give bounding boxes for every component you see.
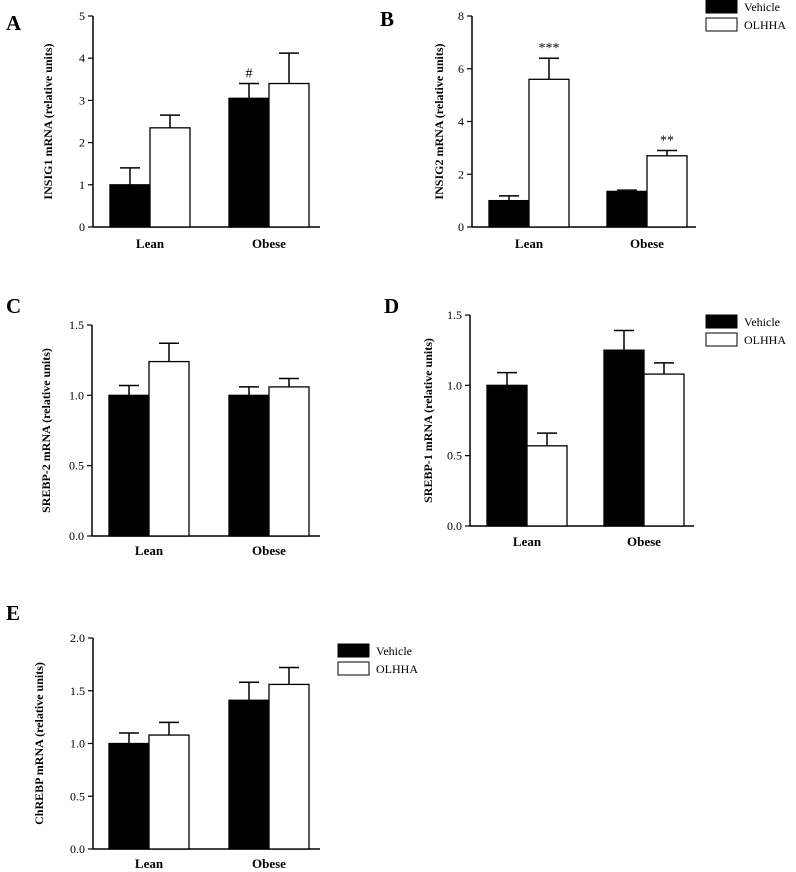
panel-letter: E <box>6 601 20 625</box>
panel-letter: C <box>6 294 21 318</box>
category-label-obese: Obese <box>630 236 664 251</box>
y-tick-label: 0.0 <box>70 842 85 856</box>
y-tick-label: 0.0 <box>69 529 84 543</box>
bar-lean-vehicle <box>488 199 530 228</box>
y-tick-label: 0.5 <box>69 459 84 473</box>
legend-label-vehicle: Vehicle <box>744 315 780 329</box>
bar-lean-olhha <box>148 734 190 850</box>
bar-lean-olhha <box>526 445 568 527</box>
panel-letter: B <box>380 7 394 31</box>
category-label-lean: Lean <box>136 236 165 251</box>
legend-swatch-olhha <box>705 17 738 32</box>
bar-lean-vehicle <box>108 394 150 537</box>
category-label-obese: Obese <box>627 534 661 549</box>
y-tick-label: 1.5 <box>70 684 85 698</box>
bar-obese-olhha <box>268 683 310 850</box>
y-tick-label: 1 <box>79 178 85 192</box>
y-axis-label: SREBP-2 mRNA (relative units) <box>39 348 53 513</box>
bar-obese-vehicle <box>603 349 645 527</box>
panel-letter: D <box>384 294 399 318</box>
legend-swatch-vehicle <box>705 314 738 329</box>
legend-swatch-olhha <box>337 661 370 676</box>
y-tick-label: 1.0 <box>69 388 84 402</box>
bar-obese-vehicle <box>228 394 270 537</box>
y-tick-label: 4 <box>79 51 85 65</box>
legend-label-olhha: OLHHA <box>744 18 786 32</box>
significance-marker: *** <box>539 41 560 56</box>
legend-label-olhha: OLHHA <box>376 662 418 676</box>
significance-marker: # <box>246 67 253 82</box>
legend-swatch-olhha <box>705 332 738 347</box>
category-label-obese: Obese <box>252 856 286 871</box>
y-tick-label: 8 <box>458 9 464 23</box>
bar-lean-olhha <box>149 127 191 228</box>
category-label-lean: Lean <box>135 543 164 558</box>
panel-d: D SREBP-1 mRNA (relative units) 0.0 0.5 1.0 1… <box>384 294 786 549</box>
bar-obese-olhha <box>268 386 310 537</box>
y-axis-label: ChREBP mRNA (relative units) <box>32 662 46 825</box>
bar-lean-olhha <box>148 360 190 537</box>
legend-label-vehicle: Vehicle <box>744 0 780 14</box>
legend-swatch-vehicle <box>705 0 738 14</box>
category-label-obese: Obese <box>252 543 286 558</box>
category-label-lean: Lean <box>135 856 164 871</box>
y-tick-label: 0 <box>458 220 464 234</box>
bar-obese-vehicle <box>228 699 270 850</box>
y-tick-label: 2 <box>79 136 85 150</box>
y-tick-label: 4 <box>458 115 464 129</box>
y-tick-label: 5 <box>79 9 85 23</box>
bar-lean-vehicle <box>486 384 528 527</box>
y-axis-label: SREBP-1 mRNA (relative units) <box>421 338 435 503</box>
y-tick-label: 1.5 <box>447 308 462 322</box>
y-tick-label: 3 <box>79 93 85 107</box>
legend-label-olhha: OLHHA <box>744 333 786 347</box>
panel-e: E ChREBP mRNA (relative units) 0.0 0.5 1.0 1.… <box>6 601 418 871</box>
bar-lean-vehicle <box>108 742 150 850</box>
bar-obese-olhha <box>643 373 685 527</box>
y-tick-label: 0 <box>79 220 85 234</box>
category-label-lean: Lean <box>513 534 542 549</box>
significance-marker: ** <box>660 134 674 149</box>
bar-lean-olhha <box>528 78 570 228</box>
bar-obese-olhha <box>268 82 310 228</box>
y-tick-label: 1.0 <box>447 378 462 392</box>
bar-obese-vehicle <box>228 97 270 228</box>
legend-label-vehicle: Vehicle <box>376 644 412 658</box>
panel-letter: A <box>6 11 22 35</box>
y-tick-label: 0.0 <box>447 519 462 533</box>
legend-swatch-vehicle <box>337 643 370 658</box>
panel-a: A INSIG1 mRNA (relative units) 0 1 2 3 4 5 Lean O… <box>6 9 320 251</box>
category-label-lean: Lean <box>515 236 544 251</box>
bar-lean-vehicle <box>109 184 151 228</box>
y-tick-label: 1.5 <box>69 318 84 332</box>
bar-obese-olhha <box>646 155 688 228</box>
category-label-obese: Obese <box>252 236 286 251</box>
bar-obese-vehicle <box>606 190 648 228</box>
y-axis-label: INSIG2 mRNA (relative units) <box>432 43 446 199</box>
y-tick-label: 1.0 <box>70 737 85 751</box>
y-axis-label: INSIG1 mRNA (relative units) <box>41 43 55 199</box>
y-tick-label: 2.0 <box>70 631 85 645</box>
y-tick-label: 6 <box>458 62 464 76</box>
panel-c: C SREBP-2 mRNA (relative units) 0.0 0.5 1.0 1… <box>6 294 320 558</box>
y-tick-label: 2 <box>458 167 464 181</box>
panel-b: B INSIG2 mRNA (relative units) 0 2 4 6 8 Lean Ob… <box>380 0 786 251</box>
y-tick-label: 0.5 <box>70 789 85 803</box>
y-tick-label: 0.5 <box>447 449 462 463</box>
